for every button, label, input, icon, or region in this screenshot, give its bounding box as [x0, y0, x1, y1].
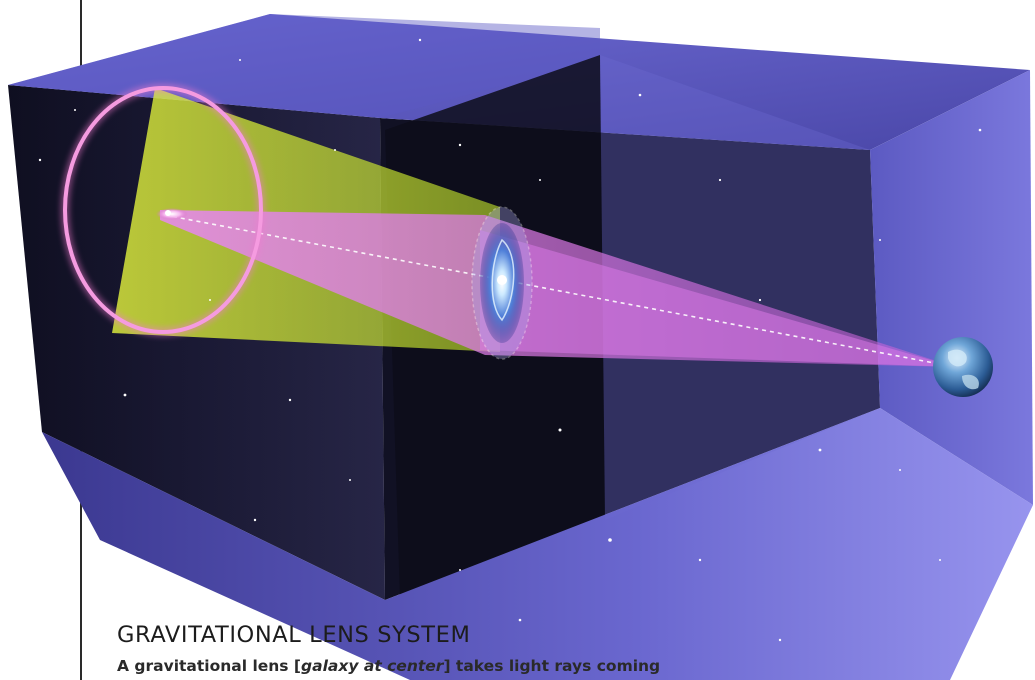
einstein-ring-icon — [60, 83, 266, 337]
star-field — [38, 38, 982, 642]
quasar-source-icon — [156, 208, 188, 220]
earth-icon — [933, 337, 993, 397]
spiral-galaxy-icon — [471, 206, 533, 360]
sightline — [164, 214, 956, 368]
